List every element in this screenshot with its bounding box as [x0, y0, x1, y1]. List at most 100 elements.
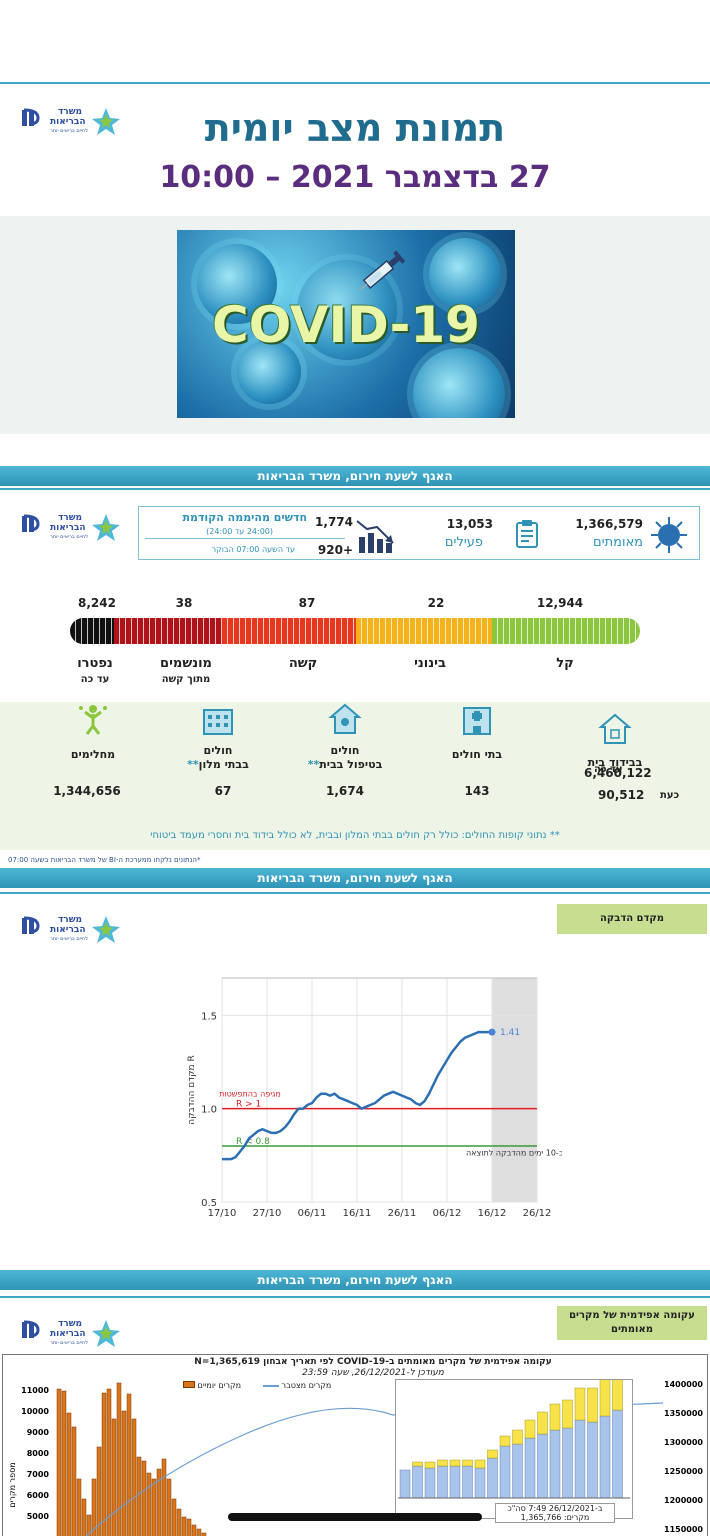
inset-bar-top: [562, 1399, 573, 1429]
daily-bar: [101, 1392, 107, 1536]
legend-cumulative-label: מקרים מצטבר: [281, 1381, 332, 1390]
daily-bar: [201, 1532, 207, 1536]
ministry-logo: משרד הבריאות לחיים בריאים יותר: [20, 1316, 120, 1348]
section-band: האגף לשעת חירום, משרד הבריאות: [0, 466, 710, 486]
confirmed-cell: 1,366,579 מאומתים: [549, 507, 699, 559]
section-tag: מקדם הדבקה: [557, 904, 707, 934]
inset-bar-top: [499, 1435, 511, 1447]
severe-value: 87: [298, 596, 316, 610]
divider: [145, 538, 345, 539]
inset-bar-top: [449, 1459, 461, 1467]
inset-bar-base: [612, 1409, 623, 1499]
logo-line1: משרד: [58, 1319, 83, 1329]
inset-bar-top: [612, 1365, 623, 1411]
home-indicator[interactable]: [228, 1513, 482, 1521]
virus-icon: [413, 348, 505, 418]
daily-bar: [116, 1382, 122, 1536]
daily-bar: [161, 1458, 167, 1536]
chart-trend-icon: [356, 520, 394, 553]
daily-bar: [61, 1390, 67, 1536]
forecast-shade: [492, 978, 537, 1202]
section-band: האגף לשעת חירום, משרד הבריאות: [0, 1270, 710, 1290]
severity-mild-segment: [492, 618, 640, 644]
virus-icon: [429, 238, 501, 310]
inset-bar-base: [599, 1415, 611, 1499]
inset-bar-base: [487, 1457, 498, 1499]
daily-bar: [171, 1498, 177, 1536]
severity-moderate-segment: [356, 618, 492, 644]
inset-bar-base: [524, 1437, 536, 1499]
hotels-value: 67: [214, 784, 232, 798]
logo-line2: הבריאות: [50, 523, 86, 533]
home-isolation-total-label: עד כה: [594, 764, 623, 775]
deceased-label: נפטרו: [77, 656, 113, 671]
y-tick-label: 1.0: [201, 1105, 217, 1116]
right-tick: 1150000: [664, 1525, 703, 1534]
threshold-label: R < 0.8: [236, 1137, 270, 1147]
daily-bar: [176, 1508, 182, 1536]
logo-tagline: לחיים בריאים יותר: [50, 1340, 89, 1346]
since-morning-value: +920: [317, 543, 353, 557]
cumulative-line: [85, 1402, 664, 1536]
covid-hero-text: COVID-19: [212, 296, 480, 354]
ventilated-sub: מתוך קשה: [161, 674, 211, 685]
inset-bar-top: [462, 1459, 473, 1467]
mild-label: קל: [556, 656, 574, 671]
legend-daily-label: מקרים יומיים: [197, 1381, 242, 1390]
inset-bar-base: [574, 1419, 586, 1499]
source-note: *הנתונים נלקחו ממערכת ה-BI של משרד הבריא…: [8, 856, 201, 864]
daily-bar: [96, 1446, 102, 1536]
locations-panel: בבידוד בית בתי חולים חולים בטיפול בבית**: [0, 702, 710, 850]
r-chart-slide: משרד הבריאות לחיים בריאים יותר מקדם הדבק…: [0, 892, 710, 1268]
inset-bar-base: [437, 1465, 448, 1499]
active-label: פעילים: [444, 535, 483, 550]
left-tick: 10000: [21, 1407, 49, 1416]
severity-ventilated-segment: [114, 618, 222, 644]
ventilated-value: 38: [175, 596, 193, 610]
daily-bar: [196, 1528, 202, 1536]
inset-bar-top: [487, 1449, 498, 1459]
hotels-item: חולים בבתי מלון**: [163, 702, 273, 772]
ministry-logo: משרד הבריאות לחיים בריאים יותר: [20, 510, 120, 542]
hospitals-value: 143: [464, 784, 490, 798]
status-slide: משרד הבריאות לחיים בריאים יותר 1,366,579…: [0, 488, 710, 850]
y-tick-label: 0.5: [201, 1198, 217, 1209]
home-care-label2: בטיפול בבית: [319, 758, 383, 771]
recovered-value: 1,344,656: [53, 784, 121, 798]
house-icon: [598, 713, 632, 744]
r-chart: 17/10 27/10 06/11 16/11 26/11 06/12 16/12 26/12…: [187, 977, 562, 1219]
threshold-label2: מגיפה בהתפשטות: [219, 1090, 281, 1099]
epi-y-label: מספר מקרים: [8, 1462, 17, 1507]
home-care-icon: [328, 703, 362, 734]
right-tick: 1350000: [664, 1409, 703, 1418]
epi-curve-slide: משרד הבריאות לחיים בריאים יותר עקומה אפי…: [0, 1296, 710, 1536]
report-date: 27 בדצמבר 2021 – 10:00: [159, 160, 551, 195]
epi-chart-canvas: 11000 10000 9000 8000 7000 6000 5000 1400000 135…: [8, 1380, 703, 1536]
legend-cumulative: מקרים מצטבר: [263, 1381, 331, 1390]
inset-bar-top: [512, 1429, 523, 1445]
inset-bars: [398, 1365, 630, 1499]
recovered-person-icon: [79, 705, 107, 735]
logo-line1: משרד: [58, 915, 83, 925]
home-isolation-now-value: 90,512: [598, 788, 645, 802]
shade-note: כ-10 ימים מהדבקה לתוצאה: [466, 1148, 562, 1157]
recovered-item: מחלימים: [38, 702, 148, 762]
logo-tagline: לחיים בריאים יותר: [50, 936, 89, 942]
inset-bar-base: [549, 1429, 561, 1499]
inset-bar-top: [424, 1461, 436, 1469]
ministry-logo: משרד הבריאות לחיים בריאים יותר: [20, 104, 120, 136]
logo-line1: משרד: [58, 513, 83, 523]
hospitals-item: בתי חולים: [422, 702, 532, 762]
deceased-value: 8,242: [78, 596, 116, 610]
ventilated-label: מונשמים: [160, 656, 212, 671]
home-care-label2-wrap: בטיפול בבית**: [290, 758, 400, 772]
active-cell: 13,053 פעילים: [409, 507, 549, 559]
y-axis-label: מקדם ההדבקה R: [187, 1055, 197, 1125]
daily-bar: [191, 1524, 197, 1536]
left-tick: 11000: [21, 1386, 49, 1395]
daily-bar: [91, 1478, 97, 1536]
daily-bar: [181, 1516, 187, 1536]
home-care-value: 1,674: [326, 784, 364, 798]
daily-bar: [151, 1478, 157, 1536]
inset-chart: [395, 1365, 633, 1519]
